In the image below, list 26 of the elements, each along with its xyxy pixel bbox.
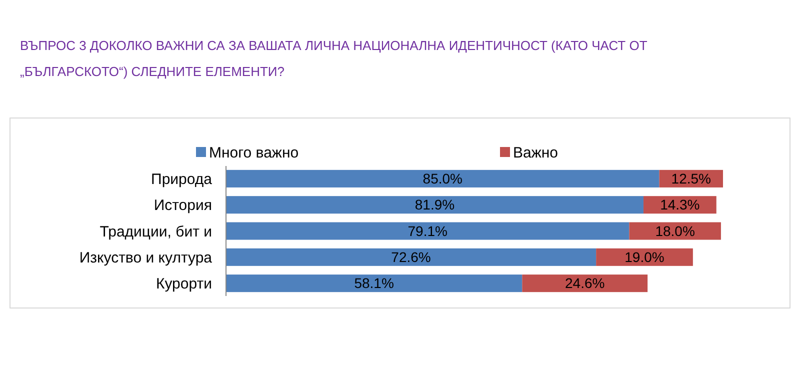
bar xyxy=(596,248,693,266)
bar xyxy=(629,222,721,240)
y-tick-label: История xyxy=(154,197,212,214)
data-label: 24.6% xyxy=(565,275,605,292)
data-label: 58.1% xyxy=(354,275,394,292)
bar xyxy=(226,170,660,188)
data-label: 14.3% xyxy=(660,196,700,213)
data-label: 79.1% xyxy=(408,222,448,239)
data-label: 81.9% xyxy=(414,196,455,213)
chart-title: ВЪПРОС 3 ДОКОЛКО ВАЖНИ СА ЗА ВАШАТА ЛИЧНА НАЦИОНАЛНА ИДЕНТИЧНОСТ (КАТО ЧАСТ ОТ „БЪЛГАРСКОТО“) СЛЕДНИТЕ ЕЛЕМЕНТИ? xyxy=(20,38,648,79)
y-tick-label: Курорти xyxy=(156,276,212,293)
y-tick-label: Традиции, бит и xyxy=(100,223,212,240)
data-label: 18.0% xyxy=(655,222,695,239)
y-tick-label: Природа xyxy=(151,170,213,188)
y-tick-label: Изкуство и култура xyxy=(79,249,213,266)
bar xyxy=(226,248,596,266)
bar xyxy=(226,274,522,292)
bar xyxy=(226,196,644,214)
legend-label: Много важно xyxy=(209,144,299,162)
bar xyxy=(522,274,648,292)
data-label: 72.6% xyxy=(391,249,431,266)
legend-label: Важно xyxy=(513,144,558,162)
bar xyxy=(226,222,630,240)
data-label: 12.5% xyxy=(671,170,711,187)
data-label: 85.0% xyxy=(422,170,462,187)
data-label: 19.0% xyxy=(624,249,664,266)
